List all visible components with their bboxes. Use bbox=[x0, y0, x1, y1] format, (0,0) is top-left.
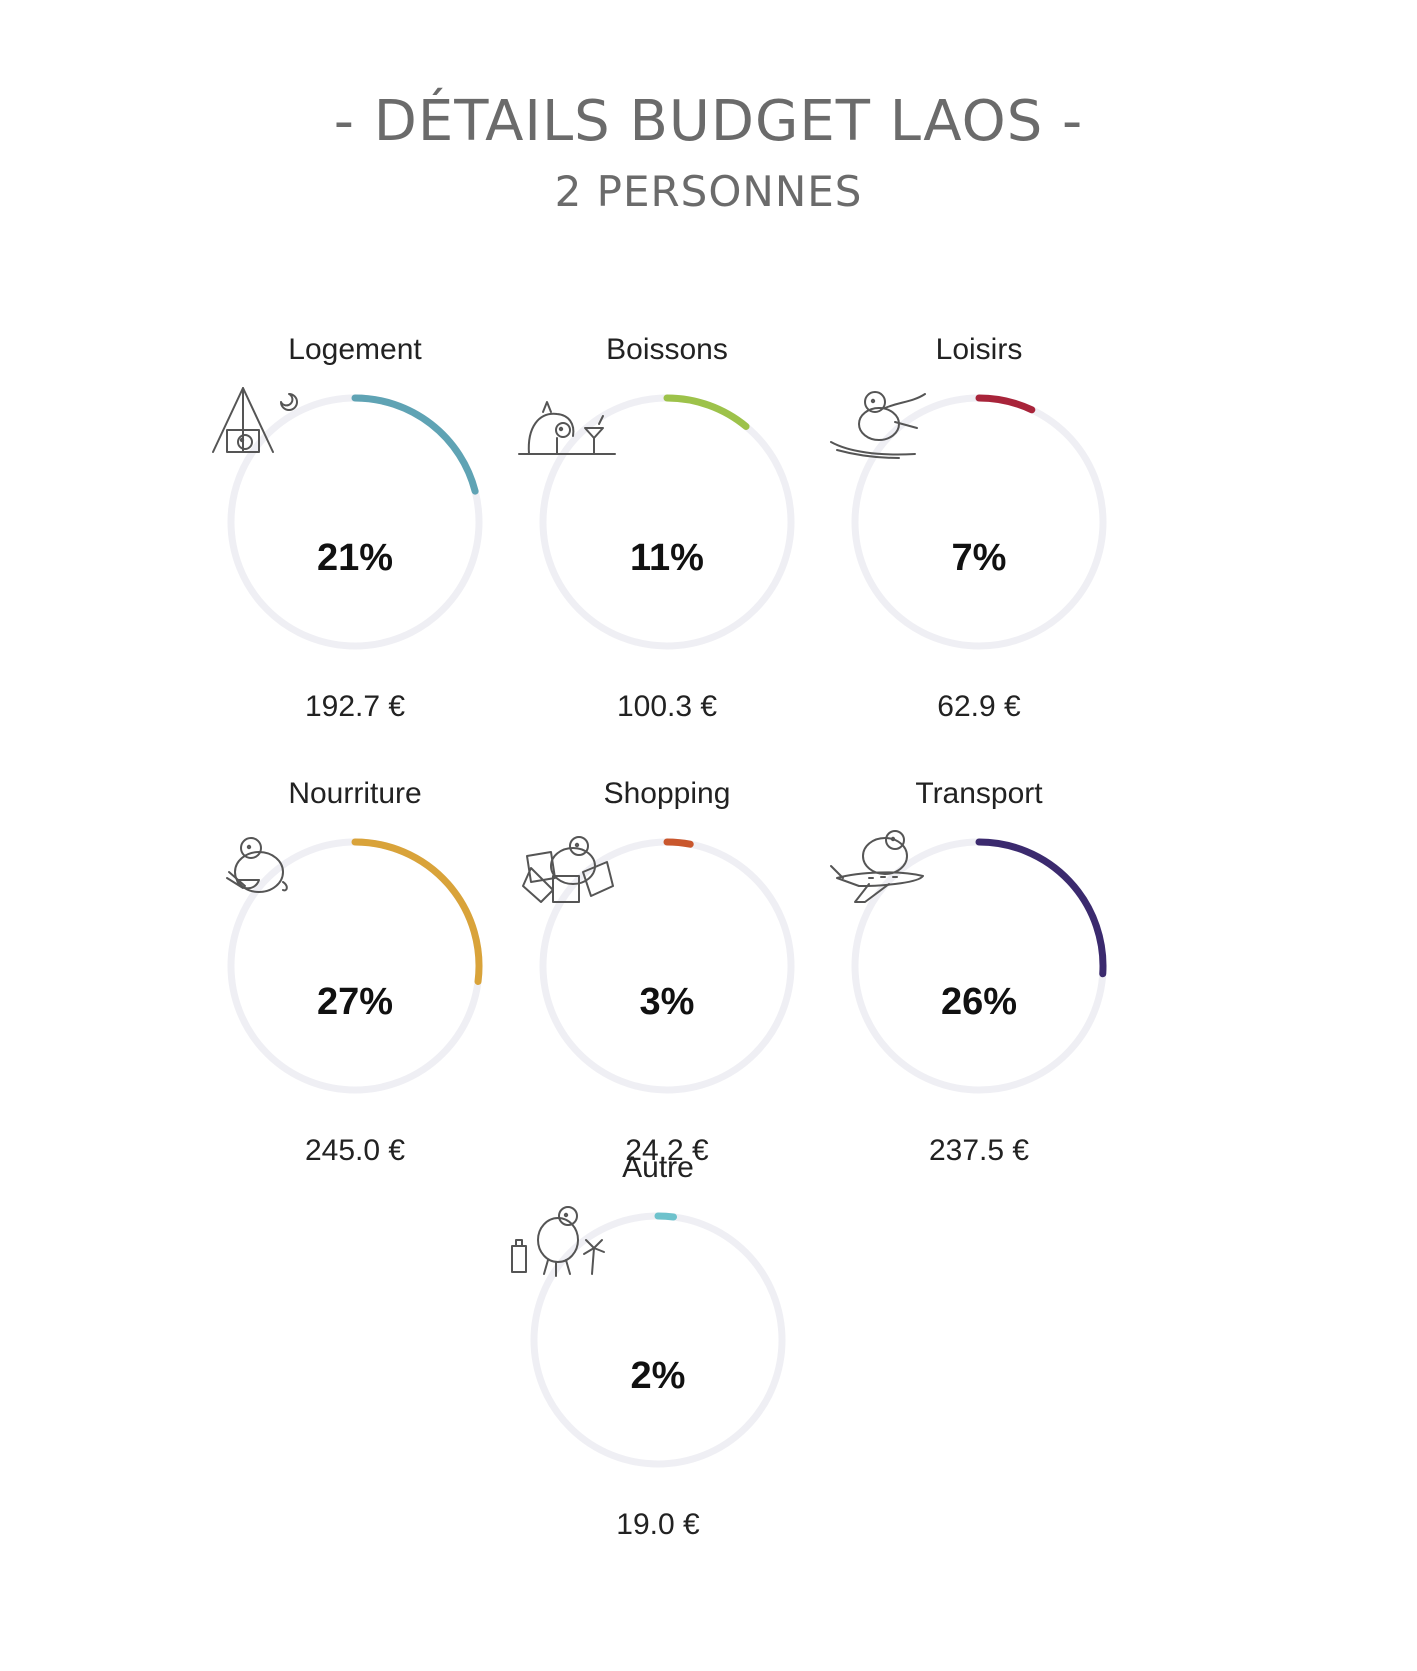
ski-icon bbox=[830, 391, 926, 459]
card-label: Autre bbox=[622, 1151, 694, 1184]
ring: 7% bbox=[829, 372, 1129, 672]
card-percent: 27% bbox=[316, 981, 394, 1023]
food-bowl-icon bbox=[226, 837, 288, 893]
ring-arc-shopping bbox=[663, 838, 694, 848]
airplane-icon bbox=[830, 830, 924, 903]
ring: 3% bbox=[517, 816, 817, 1116]
card-amount: 245.0 € bbox=[304, 1134, 406, 1167]
budget-card-loisirs: Loisirs 7% 62.9 € bbox=[829, 332, 1129, 724]
card-percent: 21% bbox=[316, 537, 394, 579]
suitcase-icon bbox=[511, 1206, 605, 1277]
card-percent: 2% bbox=[630, 1355, 686, 1397]
card-label: Nourriture bbox=[288, 777, 422, 810]
card-percent: 7% bbox=[951, 537, 1007, 579]
card-label: Loisirs bbox=[935, 333, 1023, 366]
ring-arc-logement bbox=[351, 394, 479, 495]
card-amount: 192.7 € bbox=[304, 690, 406, 723]
ring-arc-boissons bbox=[663, 394, 750, 430]
donut-chart-loisirs bbox=[851, 394, 1107, 650]
donut-chart-autre bbox=[530, 1212, 786, 1468]
donut-chart-transport bbox=[851, 838, 1107, 1094]
donut-chart-nourriture bbox=[227, 838, 483, 1094]
budget-card-shopping: Shopping 3% 24.2 € bbox=[517, 776, 817, 1168]
budget-card-transport: Transport 26% 237.5 € bbox=[829, 776, 1129, 1168]
budget-card-autre: Autre 2% 19.0 € bbox=[508, 1150, 808, 1542]
card-amount: 62.9 € bbox=[937, 690, 1021, 723]
card-percent: 3% bbox=[639, 981, 695, 1023]
ring: 26% bbox=[829, 816, 1129, 1116]
page-header: - DÉTAILS BUDGET LAOS - 2 PERSONNES bbox=[0, 88, 1417, 218]
budget-card-logement: Logement 21% 192.7 € bbox=[205, 332, 505, 724]
page-subtitle: 2 PERSONNES bbox=[554, 167, 863, 217]
ring-arc-nourriture bbox=[351, 838, 483, 986]
page-title: - DÉTAILS BUDGET LAOS - bbox=[333, 89, 1084, 154]
ring-arc-loisirs bbox=[975, 394, 1036, 414]
card-label: Boissons bbox=[606, 333, 728, 366]
card-amount: 19.0 € bbox=[616, 1508, 700, 1541]
card-label: Logement bbox=[288, 333, 422, 366]
budget-card-nourriture: Nourriture 27% 245.0 € bbox=[205, 776, 505, 1168]
tent-icon bbox=[212, 387, 298, 453]
ring: 21% bbox=[205, 372, 505, 672]
card-percent: 11% bbox=[630, 537, 704, 579]
card-percent: 26% bbox=[940, 981, 1018, 1023]
card-label: Shopping bbox=[603, 777, 731, 810]
ring: 27% bbox=[205, 816, 505, 1116]
donut-chart-logement bbox=[227, 394, 483, 650]
card-amount: 24.2 € bbox=[625, 1134, 709, 1167]
cocktail-icon bbox=[518, 401, 616, 455]
ring: 2% bbox=[508, 1190, 808, 1490]
card-label: Transport bbox=[915, 777, 1043, 810]
donut-chart-boissons bbox=[539, 394, 795, 650]
shopping-bags-icon bbox=[522, 836, 614, 903]
ring-arc-autre bbox=[654, 1212, 678, 1221]
card-amount: 237.5 € bbox=[928, 1134, 1030, 1167]
ring: 11% bbox=[517, 372, 817, 672]
donut-chart-shopping bbox=[539, 838, 795, 1094]
budget-card-boissons: Boissons 11% 100.3 € bbox=[517, 332, 817, 724]
ring-arc-transport bbox=[975, 838, 1107, 978]
card-amount: 100.3 € bbox=[616, 690, 718, 723]
